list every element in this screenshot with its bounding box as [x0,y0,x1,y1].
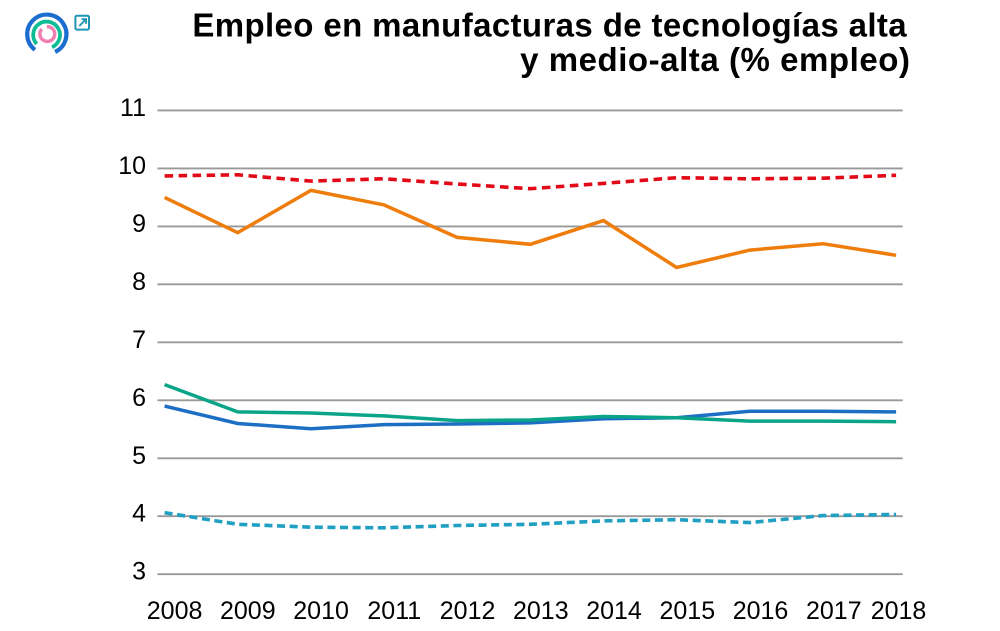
svg-text:7: 7 [132,326,146,354]
svg-text:2013: 2013 [513,597,569,625]
svg-text:2016: 2016 [733,597,789,625]
svg-text:2009: 2009 [220,597,276,625]
svg-text:2018: 2018 [871,597,927,625]
svg-text:11: 11 [120,94,146,122]
svg-text:6: 6 [132,384,146,412]
svg-text:2017: 2017 [806,597,862,625]
svg-text:2008: 2008 [147,597,203,625]
svg-text:8: 8 [132,268,146,296]
svg-text:9: 9 [132,210,146,238]
svg-text:3: 3 [132,558,146,586]
svg-text:2012: 2012 [440,597,496,625]
svg-text:2011: 2011 [367,597,421,625]
svg-text:10: 10 [118,152,146,180]
svg-text:2015: 2015 [659,597,715,625]
svg-text:5: 5 [132,442,146,470]
svg-text:4: 4 [132,500,146,528]
svg-text:2010: 2010 [293,597,349,625]
svg-text:2014: 2014 [586,597,642,625]
svg-text:y medio-alta (% empleo): y medio-alta (% empleo) [520,41,910,78]
svg-text:Empleo en manufacturas de tecn: Empleo en manufacturas de tecnologías al… [192,6,907,43]
